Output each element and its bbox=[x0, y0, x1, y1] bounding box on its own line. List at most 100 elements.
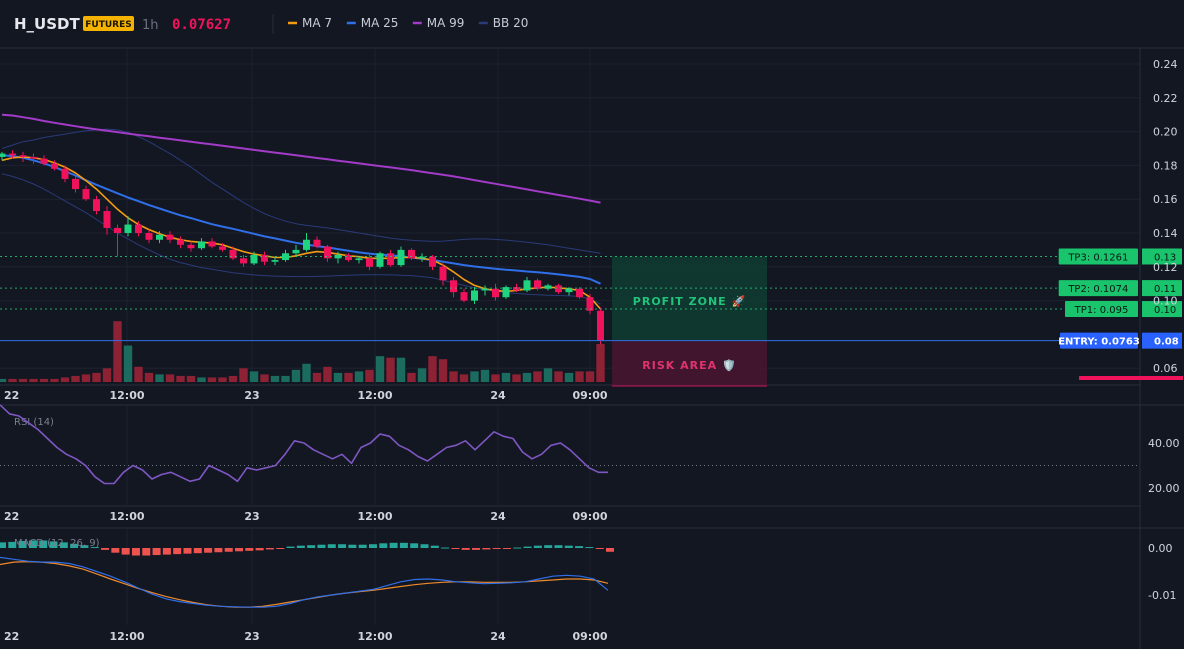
candle-body bbox=[376, 253, 384, 267]
indicator-legend: MA 7 MA 25 MA 99 BB 20 bbox=[288, 16, 528, 30]
price-tick-7: 0.10 bbox=[1153, 295, 1178, 308]
candle-body bbox=[597, 310, 604, 341]
candle-body bbox=[313, 239, 321, 247]
macd-signal-line bbox=[0, 560, 609, 608]
volume-bar bbox=[81, 374, 91, 382]
volume-bar bbox=[396, 357, 406, 382]
time-label-1: 12:00 bbox=[109, 389, 144, 402]
macd-histogram-bar bbox=[327, 544, 336, 548]
volume-bar bbox=[207, 377, 217, 382]
macd-histogram-bar bbox=[214, 548, 223, 553]
macd-histogram-bar bbox=[183, 548, 192, 554]
price-tick-5: 0.14 bbox=[1153, 227, 1178, 240]
macd-histogram-bar bbox=[111, 548, 120, 553]
legend-label-0: MA 7 bbox=[302, 16, 332, 30]
volume-bar bbox=[155, 374, 164, 382]
candle-body bbox=[51, 163, 58, 169]
candle-body bbox=[145, 233, 153, 240]
time-label-0: 22 bbox=[4, 630, 19, 643]
candle-body bbox=[355, 258, 363, 261]
candle-body bbox=[334, 254, 342, 259]
volume-bar bbox=[480, 369, 490, 382]
candle-body bbox=[261, 254, 268, 262]
macd-histogram-bar bbox=[307, 545, 316, 548]
entry-tag bbox=[1060, 332, 1138, 349]
volume-bar bbox=[302, 363, 311, 382]
volume-bar bbox=[197, 377, 206, 382]
macd-histogram-bar bbox=[39, 540, 48, 548]
trade-zones: PROFIT ZONE 🚀 RISK AREA 🛡️ bbox=[612, 256, 767, 387]
volume-bar bbox=[533, 371, 542, 382]
macd-histogram-bar bbox=[554, 545, 563, 548]
candle-body bbox=[460, 292, 468, 301]
volume-bar bbox=[176, 375, 185, 382]
volume-bar bbox=[71, 375, 80, 382]
volume-bar bbox=[596, 344, 605, 382]
macd-histogram-bar bbox=[399, 542, 408, 548]
ma25-line bbox=[1, 154, 601, 285]
tp1-axis-label: 0.10 bbox=[1154, 305, 1176, 316]
time-label-3: 12:00 bbox=[357, 510, 392, 523]
macd-histogram-bar bbox=[235, 548, 244, 552]
time-label-4: 24 bbox=[490, 510, 506, 523]
rsi-pane: RSI (14) 40.00 20.00 bbox=[0, 404, 1180, 495]
candle-body bbox=[93, 199, 100, 212]
macd-histogram-bar bbox=[49, 541, 58, 548]
volume-bar bbox=[39, 378, 49, 382]
macd-histogram-bar bbox=[265, 548, 274, 550]
macd-histogram-bar bbox=[420, 544, 429, 548]
volume-bar bbox=[281, 375, 290, 382]
volume-bar bbox=[470, 371, 479, 382]
candle-body bbox=[166, 234, 174, 240]
price-tick-2: 0.20 bbox=[1153, 126, 1178, 139]
macd-histogram-bar bbox=[379, 543, 388, 548]
time-label-4: 24 bbox=[490, 630, 506, 643]
macd-histogram-bar bbox=[472, 548, 481, 550]
legend-label-2: MA 99 bbox=[427, 16, 465, 30]
candle-body bbox=[523, 280, 531, 291]
volume-bar bbox=[491, 374, 500, 382]
volume-bar bbox=[102, 368, 112, 382]
macd-histogram-bar bbox=[575, 546, 584, 548]
volume-bar bbox=[260, 374, 269, 382]
macd-histogram-bar bbox=[296, 545, 305, 548]
ma7-line bbox=[1, 156, 602, 310]
candle-body bbox=[492, 288, 499, 298]
volume-bar bbox=[522, 372, 532, 382]
volume-bar bbox=[239, 368, 248, 382]
candle-body bbox=[229, 249, 237, 259]
macd-histogram-bar bbox=[441, 547, 450, 549]
volume-bar bbox=[113, 321, 122, 382]
macd-histogram-bar bbox=[338, 544, 347, 548]
candle-body bbox=[187, 244, 195, 249]
volume-bar bbox=[365, 369, 374, 382]
time-label-5: 09:00 bbox=[572, 510, 607, 523]
macd-histogram-bar bbox=[348, 544, 357, 548]
chart-header: H_USDT FUTURES 1h 0.07627 bbox=[14, 14, 274, 34]
timeframe-label[interactable]: 1h bbox=[142, 18, 159, 33]
macd-histogram-bar bbox=[513, 547, 522, 549]
tp3-tag-label: TP3: 0.1261 bbox=[1067, 252, 1128, 263]
volume-bar bbox=[29, 378, 38, 382]
macd-histogram-bar bbox=[523, 546, 532, 548]
time-label-2: 23 bbox=[244, 630, 259, 643]
volume-bar bbox=[218, 377, 227, 382]
volume-bar bbox=[144, 372, 154, 382]
candle-body bbox=[429, 256, 436, 267]
rsi-title: RSI (14) bbox=[14, 417, 54, 428]
time-label-2: 23 bbox=[244, 389, 259, 402]
grid bbox=[0, 47, 1184, 649]
time-label-3: 12:00 bbox=[357, 389, 392, 402]
candle-body bbox=[565, 288, 573, 293]
candle-body bbox=[72, 178, 79, 190]
time-label-4: 24 bbox=[490, 389, 506, 402]
futures-badge bbox=[83, 16, 134, 31]
volume-bar bbox=[428, 356, 437, 382]
candle-body bbox=[303, 239, 310, 250]
macd-histogram-bar bbox=[451, 548, 460, 549]
volume-bar bbox=[291, 369, 301, 382]
candle-body bbox=[555, 285, 562, 293]
macd-histogram-bar bbox=[255, 548, 264, 551]
ma99-line bbox=[1, 113, 601, 204]
